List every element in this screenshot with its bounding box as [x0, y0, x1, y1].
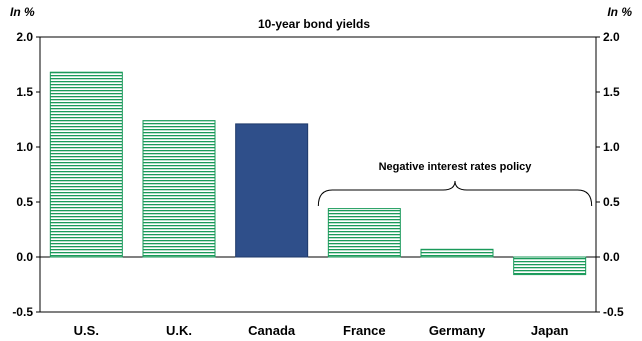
y-tick-label-left: 1.5	[16, 85, 33, 99]
y-tick-label-left: 0.0	[16, 250, 33, 264]
y-tick-label-right: 0.0	[603, 250, 620, 264]
right-unit-label: In %	[607, 5, 632, 19]
plot-area: -0.5 -0.5 0.0 0.0 0.5 0.5 1.0 1.0 1.5 1.5 2.0 2.0 U.…	[12, 30, 624, 338]
y-tick-label-left: 1.0	[16, 140, 33, 154]
left-unit-label: In %	[10, 5, 35, 19]
y-tick-label-left: 0.5	[16, 195, 33, 209]
x-category-label: Japan	[531, 323, 569, 338]
x-category-label: U.S.	[74, 323, 99, 338]
bar-france	[327, 208, 401, 258]
bar-japan	[513, 256, 587, 276]
y-tick-label-left: -0.5	[12, 305, 33, 319]
x-category-label: Canada	[248, 323, 296, 338]
x-category-label: U.K.	[166, 323, 192, 338]
y-tick-label-left: 2.0	[16, 30, 33, 44]
y-tick-label-right: -0.5	[603, 305, 624, 319]
bar-uk	[142, 120, 216, 258]
plot-frame	[39, 36, 597, 313]
x-category-label: France	[343, 323, 386, 338]
bar-canada	[235, 123, 309, 258]
bar-germany	[420, 248, 494, 258]
bar-us	[49, 71, 123, 258]
y-tick-label-right: 0.5	[603, 195, 620, 209]
y-tick-label-right: 2.0	[603, 30, 620, 44]
x-category-label: Germany	[429, 323, 486, 338]
y-tick-label-right: 1.5	[603, 85, 620, 99]
annotation-brace	[317, 180, 593, 207]
annotation-label: Negative interest rates policy	[379, 161, 533, 173]
chart-title: 10-year bond yields	[258, 17, 370, 31]
y-tick-label-right: 1.0	[603, 140, 620, 154]
